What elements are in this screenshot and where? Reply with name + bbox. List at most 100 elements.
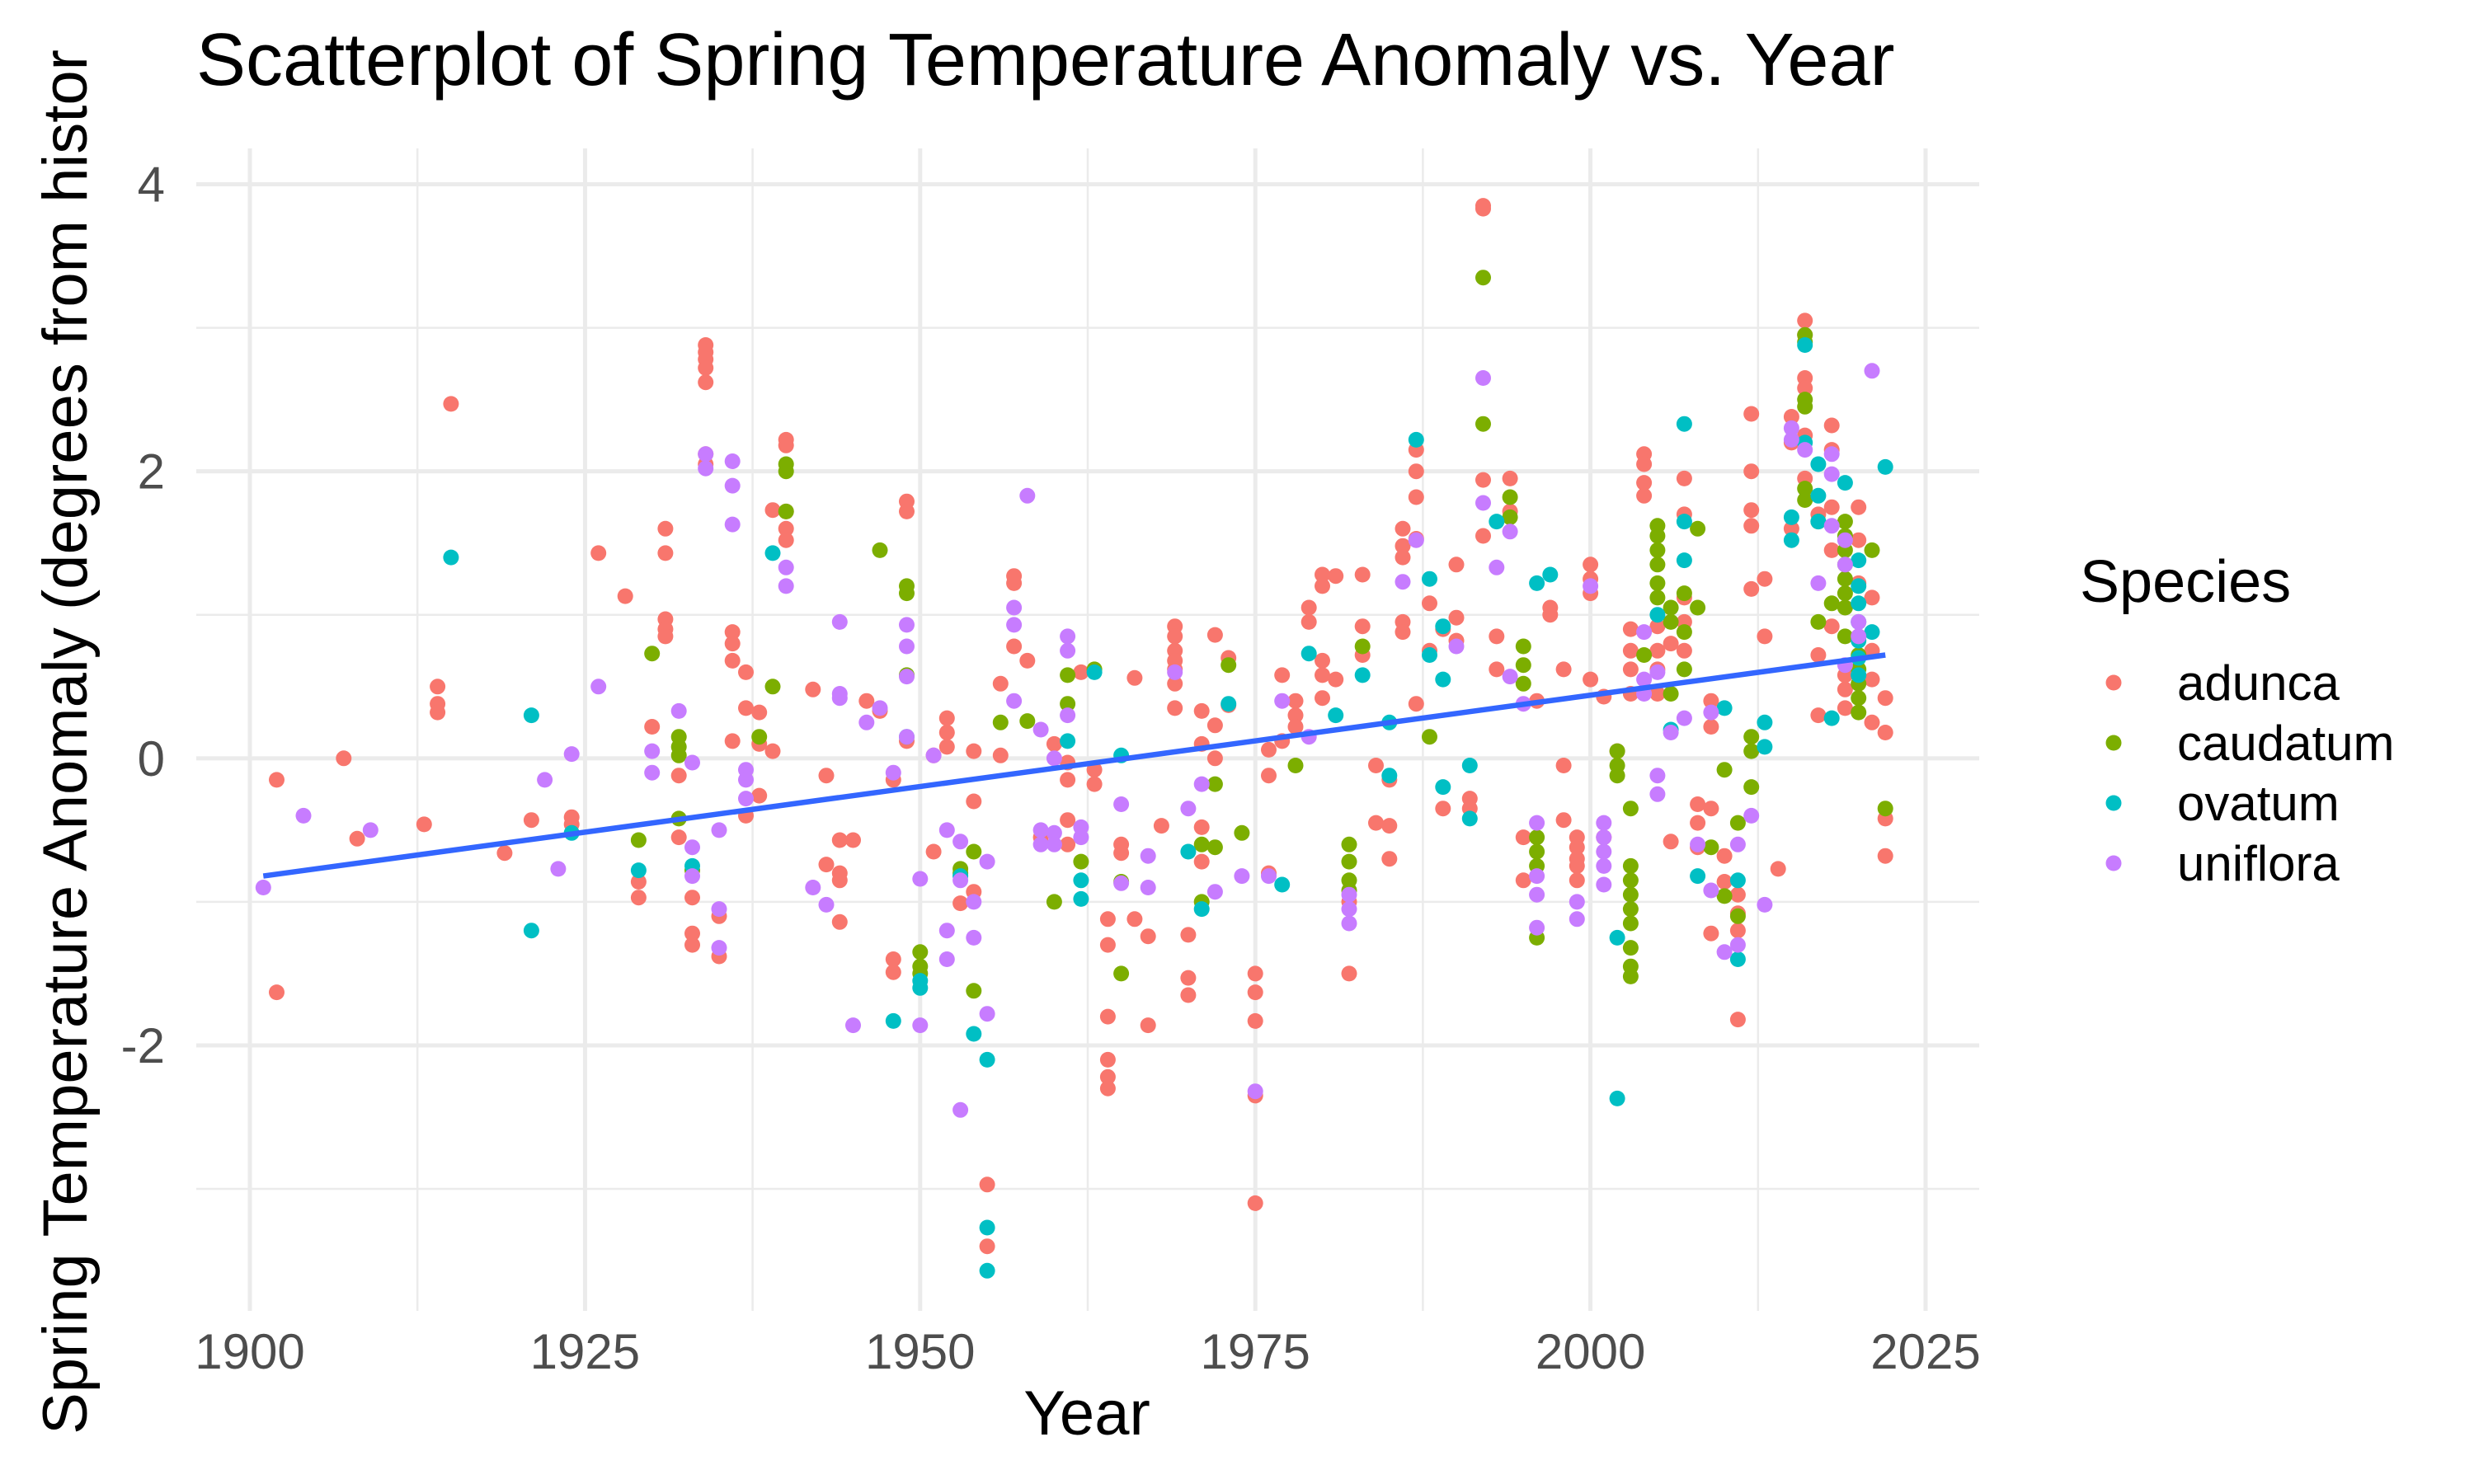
data-point-caudatum [1341, 853, 1357, 870]
data-point-ovatum [1422, 647, 1437, 663]
data-point-caudatum [1837, 628, 1853, 645]
data-point-uniflora [1823, 446, 1840, 463]
legend-key-uniflora [2105, 855, 2122, 871]
data-point-adunca [1395, 624, 1411, 641]
data-point-ovatum [1435, 618, 1451, 635]
data-point-adunca [1770, 861, 1786, 877]
data-point-ovatum [1542, 566, 1559, 583]
data-point-caudatum [1797, 481, 1813, 497]
data-point-adunca [630, 874, 647, 890]
data-point-adunca [738, 700, 754, 716]
data-point-ovatum [1851, 595, 1867, 612]
data-point-caudatum [1837, 599, 1853, 616]
data-point-adunca [1435, 801, 1451, 817]
data-point-adunca [1060, 836, 1076, 852]
data-point-adunca [1864, 671, 1880, 688]
data-point-uniflora [1636, 671, 1653, 688]
data-point-adunca [724, 636, 741, 652]
data-point-adunca [1743, 463, 1760, 480]
data-point-ovatum [1086, 664, 1103, 680]
data-point-adunca [496, 845, 513, 862]
data-point-adunca [1663, 636, 1679, 652]
data-point-adunca [778, 520, 794, 537]
data-point-adunca [1099, 1080, 1116, 1097]
data-point-caudatum [1515, 657, 1531, 674]
data-point-adunca [430, 679, 446, 695]
data-point-adunca [1354, 618, 1371, 635]
data-point-adunca [1583, 671, 1599, 688]
data-point-ovatum [1422, 571, 1437, 587]
data-point-ovatum [1408, 431, 1424, 448]
data-point-adunca [979, 1176, 995, 1193]
data-point-uniflora [1757, 896, 1773, 913]
data-point-adunca [1797, 380, 1813, 397]
data-point-ovatum [1461, 758, 1478, 773]
data-point-adunca [1783, 520, 1799, 537]
data-point-ovatum [1783, 509, 1799, 525]
data-point-caudatum [1113, 965, 1130, 982]
data-point-caudatum [1837, 514, 1853, 530]
data-point-ovatum [1221, 696, 1237, 712]
data-point-ovatum [1716, 700, 1733, 716]
data-point-adunca [1489, 628, 1505, 645]
data-point-uniflora [1783, 420, 1799, 436]
data-point-uniflora [966, 929, 982, 946]
data-point-uniflora [1663, 725, 1679, 740]
data-point-uniflora [831, 690, 848, 707]
data-point-caudatum [1609, 768, 1625, 784]
data-point-ovatum [1060, 733, 1076, 749]
data-point-uniflora [805, 880, 821, 895]
data-point-uniflora [1006, 693, 1023, 709]
data-point-adunca [724, 652, 741, 669]
data-point-adunca [1300, 613, 1317, 630]
data-point-caudatum [1676, 624, 1692, 641]
data-point-adunca [1676, 642, 1692, 659]
data-point-adunca [751, 704, 768, 721]
data-point-adunca [1046, 735, 1062, 752]
data-point-ovatum [764, 545, 781, 561]
data-point-adunca [416, 816, 432, 833]
data-point-ovatum [1609, 929, 1625, 946]
data-point-ovatum [1757, 714, 1773, 730]
data-point-uniflora [1006, 617, 1023, 633]
data-point-caudatum [1729, 908, 1746, 924]
data-point-adunca [1823, 499, 1840, 515]
data-point-uniflora [1274, 693, 1291, 709]
data-point-uniflora [912, 871, 929, 887]
data-point-uniflora [952, 872, 969, 889]
data-point-caudatum [1060, 696, 1076, 712]
data-point-caudatum [644, 646, 661, 662]
data-point-uniflora [738, 791, 754, 807]
data-point-adunca [1099, 911, 1116, 928]
data-point-caudatum [1193, 836, 1210, 852]
data-point-adunca [1743, 580, 1760, 597]
data-point-ovatum [979, 1219, 995, 1236]
data-point-caudatum [1676, 661, 1692, 678]
data-point-adunca [1019, 652, 1036, 669]
data-point-adunca [670, 829, 687, 846]
data-point-adunca [751, 787, 768, 804]
data-point-uniflora [1060, 642, 1076, 659]
data-point-adunca [1448, 556, 1465, 573]
data-point-adunca [925, 843, 942, 860]
data-point-ovatum [912, 979, 929, 996]
data-point-caudatum [1864, 542, 1880, 558]
data-point-adunca [1797, 312, 1813, 329]
data-point-adunca [1649, 686, 1666, 702]
data-point-caudatum [1622, 940, 1639, 956]
data-point-adunca [1837, 700, 1853, 716]
data-point-adunca [1381, 851, 1398, 867]
data-point-uniflora [1636, 624, 1653, 641]
data-point-caudatum [630, 832, 647, 848]
data-point-adunca [1247, 1012, 1263, 1029]
data-point-adunca [1515, 872, 1531, 889]
data-point-adunca [1864, 589, 1880, 606]
data-point-caudatum [1475, 416, 1491, 432]
data-point-adunca [1315, 578, 1330, 594]
data-point-uniflora [362, 822, 379, 838]
data-point-adunca [1569, 857, 1585, 874]
data-point-adunca [1368, 815, 1384, 831]
data-point-caudatum [1649, 542, 1666, 558]
data-point-adunca [1663, 834, 1679, 850]
